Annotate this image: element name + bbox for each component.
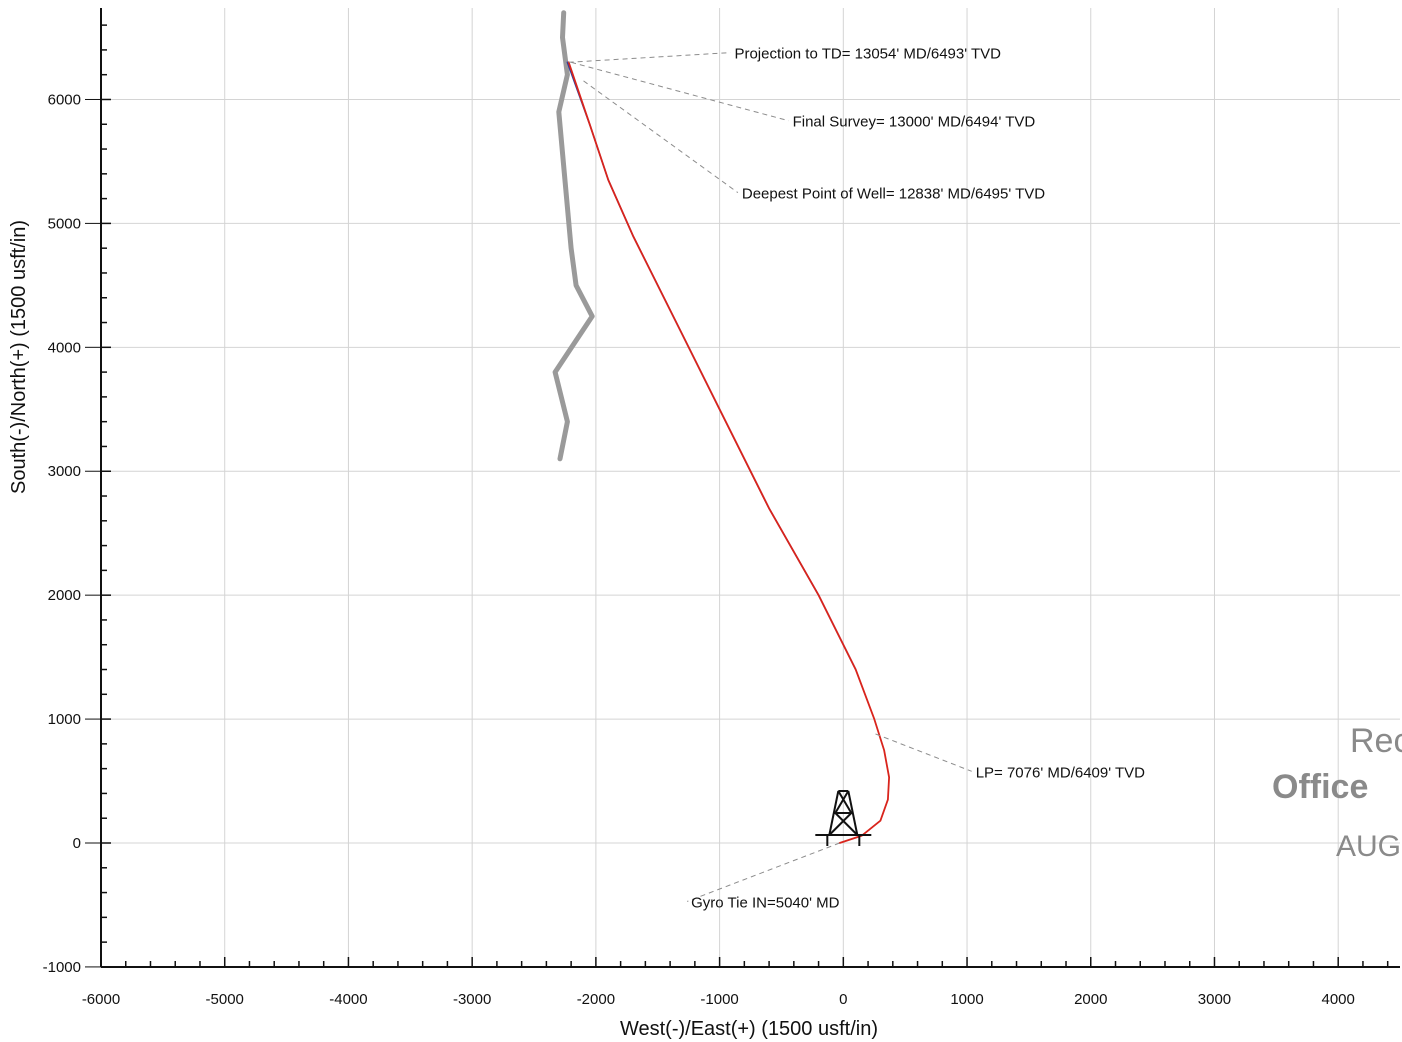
annotation-label: Deepest Point of Well= 12838' MD/6495' T…	[742, 186, 1045, 203]
y-tick-label: 4000	[48, 339, 81, 356]
offset-well-line	[552, 10, 595, 462]
x-tick-label: 0	[839, 991, 847, 1008]
received-stamp: Rec Office AUG	[1272, 722, 1402, 863]
annotation-label: Final Survey= 13000' MD/6494' TVD	[793, 114, 1036, 131]
grid-lines	[101, 8, 1400, 967]
rig-marker	[815, 790, 872, 846]
y-axis-title: South(-)/North(+) (1500 usft/in)	[8, 220, 30, 494]
actual-wellpath-line	[567, 61, 890, 844]
x-tick-label: 2000	[1074, 991, 1107, 1008]
rig-marker-stroke	[837, 790, 853, 814]
y-tick-label: 5000	[48, 215, 81, 232]
x-tick-label: -2000	[577, 991, 615, 1008]
annotation-label: Projection to TD= 13054' MD/6493' TVD	[734, 46, 1001, 63]
rig-marker-stroke	[834, 790, 850, 814]
y-tick-label: -1000	[43, 959, 81, 976]
x-tick-label: 4000	[1322, 991, 1355, 1008]
y-tick-label: 6000	[48, 91, 81, 108]
stamp-line-3: AUG	[1336, 830, 1401, 863]
y-tick-label: 2000	[48, 587, 81, 604]
annotation-leader	[583, 80, 739, 194]
x-tick-label: -5000	[206, 991, 244, 1008]
x-tick-label: -4000	[329, 991, 367, 1008]
rig-marker-stroke	[847, 790, 859, 836]
y-tick-label: 3000	[48, 463, 81, 480]
series-lines	[552, 10, 890, 844]
x-tick-label: 1000	[950, 991, 983, 1008]
rig-marker-stroke	[834, 812, 859, 836]
y-tick-label: 1000	[48, 711, 81, 728]
x-axis-title: West(-)/East(+) (1500 usft/in)	[620, 1018, 878, 1040]
y-tick-label: 0	[73, 835, 81, 852]
x-tick-label: -3000	[453, 991, 491, 1008]
stamp-line-1: Rec	[1350, 722, 1402, 760]
annotation-leader	[568, 52, 731, 63]
x-tick-label: 3000	[1198, 991, 1231, 1008]
axes: -6000 -5000 -4000 -3000 -2000 -1000 0 1000 2000 3…	[43, 8, 1400, 1008]
annotation-leader	[571, 61, 789, 122]
annotation-label: Gyro Tie IN=5040' MD	[691, 894, 840, 911]
rig-marker-stroke	[828, 790, 840, 836]
stamp-line-2: Office	[1272, 768, 1368, 806]
annotation-label: LP= 7076' MD/6409' TVD	[976, 764, 1145, 781]
planned-wellpath-line	[566, 61, 857, 671]
annotation-leader	[686, 842, 840, 902]
annotations: Projection to TD= 13054' MD/6493' TVD Fin…	[568, 46, 1145, 911]
annotation-leader	[875, 733, 972, 772]
x-tick-label: -6000	[82, 991, 120, 1008]
rig-marker-stroke	[828, 812, 853, 836]
x-tick-label: -1000	[700, 991, 738, 1008]
